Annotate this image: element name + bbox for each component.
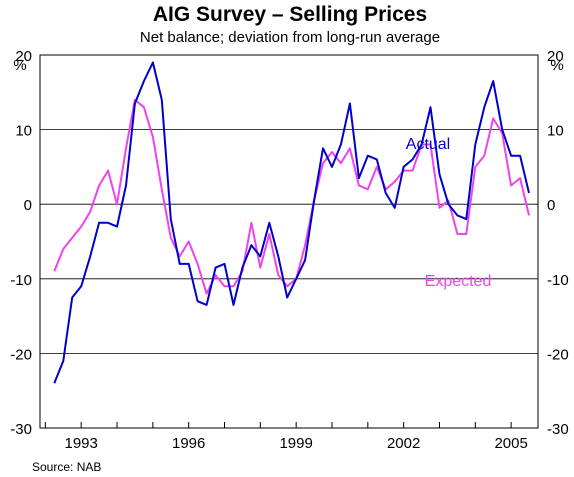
y-tick-label-left: -30: [10, 421, 32, 438]
y-tick-label-right: -10: [547, 272, 569, 289]
x-tick-labels: 1993 1996 1999 2002 2005: [65, 435, 528, 452]
y-tick-label-left: -20: [10, 346, 32, 363]
y-tick-label-right: -20: [547, 346, 569, 363]
y-tick-label-left: 10: [15, 123, 32, 140]
label-actual: Actual: [406, 136, 450, 153]
gridlines: [40, 129, 538, 354]
series-layer: [53, 61, 530, 384]
x-tick-label: 1993: [65, 435, 98, 452]
y-tick-label-right: 20: [547, 48, 564, 65]
x-tick-marks: [44, 422, 512, 428]
x-tick-label: 2002: [387, 435, 420, 452]
x-tick-label: 1996: [172, 435, 205, 452]
y-tick-label-left: 20: [15, 48, 32, 65]
plot-frame: [39, 54, 539, 429]
source-note: Source: NAB: [32, 460, 101, 474]
y-axis-unit-right: %: [550, 57, 563, 74]
y-tick-labels: 20 20 10 10 0 0 -10 -10 -20 -20 -30 -30: [10, 48, 568, 438]
series-line-actual: [53, 61, 530, 384]
y-tick-label-right: -30: [547, 421, 569, 438]
y-tick-label-right: 10: [547, 123, 564, 140]
chart-subtitle: Net balance; deviation from long-run ave…: [140, 29, 440, 46]
x-tick-label: 1999: [279, 435, 312, 452]
label-expected: Expected: [425, 273, 492, 290]
x-tick-label: 2005: [494, 435, 527, 452]
y-axis-unit-left: %: [13, 57, 26, 74]
y-tick-label-left: 0: [24, 197, 32, 214]
y-tick-label-left: -10: [10, 272, 32, 289]
y-tick-label-right: 0: [547, 197, 555, 214]
series-line-expected: [53, 98, 530, 295]
chart-title: AIG Survey – Selling Prices: [153, 3, 427, 26]
